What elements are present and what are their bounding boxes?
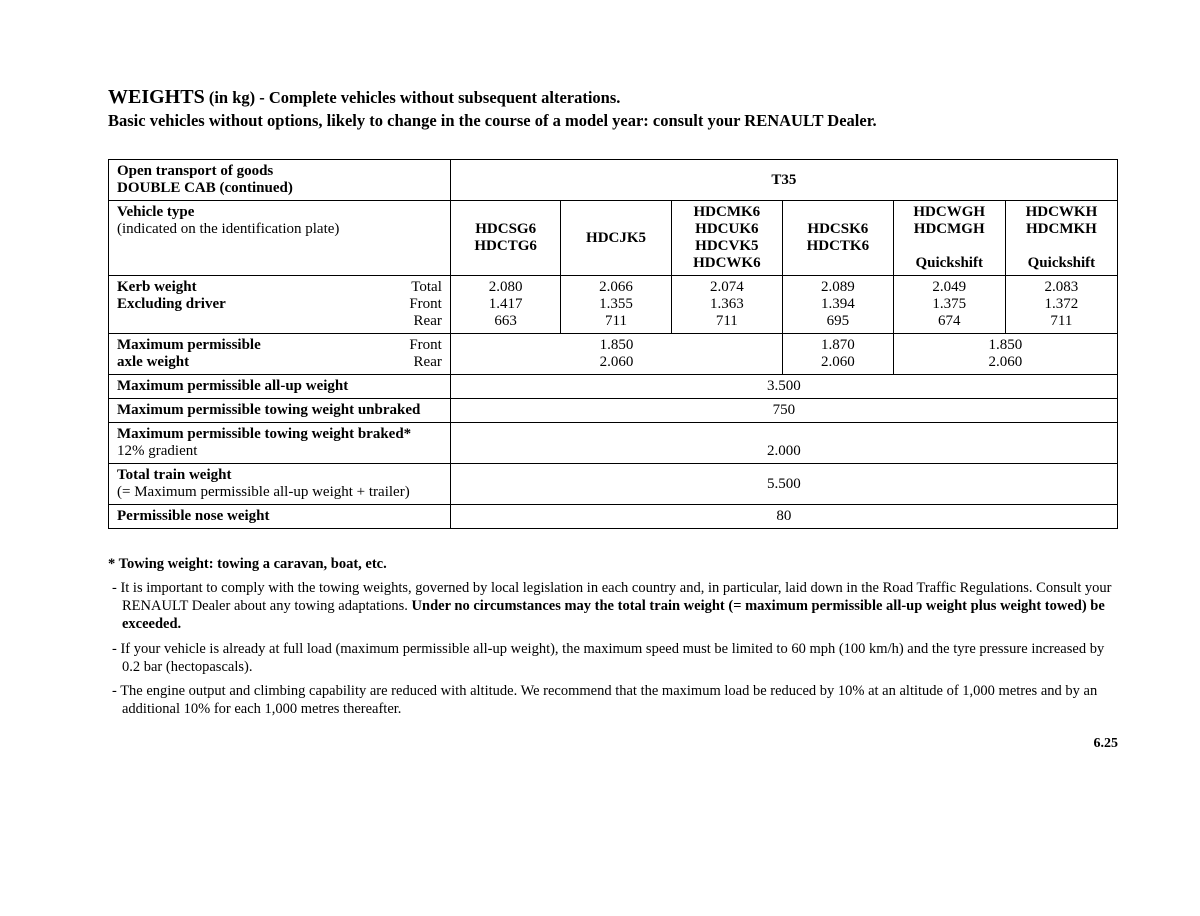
allup-row: Maximum permissible all-up weight 3.500 xyxy=(109,375,1118,399)
footnote-2: - If your vehicle is already at full loa… xyxy=(108,640,1118,676)
col-header-0: HDCSG6HDCTG6 xyxy=(450,201,561,276)
footnote-3: - The engine output and climbing capabil… xyxy=(108,682,1118,718)
train-row: Total train weight (= Maximum permissibl… xyxy=(109,464,1118,505)
weights-table: Open transport of goods DOUBLE CAB (cont… xyxy=(108,159,1118,529)
col-header-4: HDCWGHHDCMGHQuickshift xyxy=(893,201,1005,276)
page-subtitle: Basic vehicles without options, likely t… xyxy=(108,111,1118,131)
page-number: 6.25 xyxy=(108,736,1118,752)
cab-label-1: Open transport of goods xyxy=(117,163,273,179)
axle-row: Maximum permissibleFront axle weightRear… xyxy=(109,334,1118,375)
title-rest: (in kg) - Complete vehicles without subs… xyxy=(205,88,621,107)
footnote-star: * Towing weight: towing a caravan, boat,… xyxy=(108,555,1118,573)
nose-row: Permissible nose weight 80 xyxy=(109,505,1118,529)
footnote-1: - It is important to comply with the tow… xyxy=(108,579,1118,633)
page-title: WEIGHTS (in kg) - Complete vehicles with… xyxy=(108,86,1118,109)
tow-unbraked-row: Maximum permissible towing weight unbrak… xyxy=(109,399,1118,423)
col-header-5: HDCWKHHDCMKHQuickshift xyxy=(1005,201,1117,276)
vehicle-type-sub: (indicated on the identification plate) xyxy=(117,221,339,237)
vehicle-type-label: Vehicle type xyxy=(117,204,194,220)
col-header-1: HDCJK5 xyxy=(561,201,671,276)
tow-braked-row: Maximum permissible towing weight braked… xyxy=(109,423,1118,464)
model-header: T35 xyxy=(450,160,1117,201)
kerb-row: Kerb weightTotal Excluding driverFront R… xyxy=(109,276,1118,334)
col-header-2: HDCMK6HDCUK6HDCVK5HDCWK6 xyxy=(671,201,782,276)
cab-label-2: DOUBLE CAB (continued) xyxy=(117,180,293,196)
footnotes: * Towing weight: towing a caravan, boat,… xyxy=(108,555,1118,718)
title-main: WEIGHTS xyxy=(108,86,205,108)
col-header-3: HDCSK6HDCTK6 xyxy=(783,201,894,276)
